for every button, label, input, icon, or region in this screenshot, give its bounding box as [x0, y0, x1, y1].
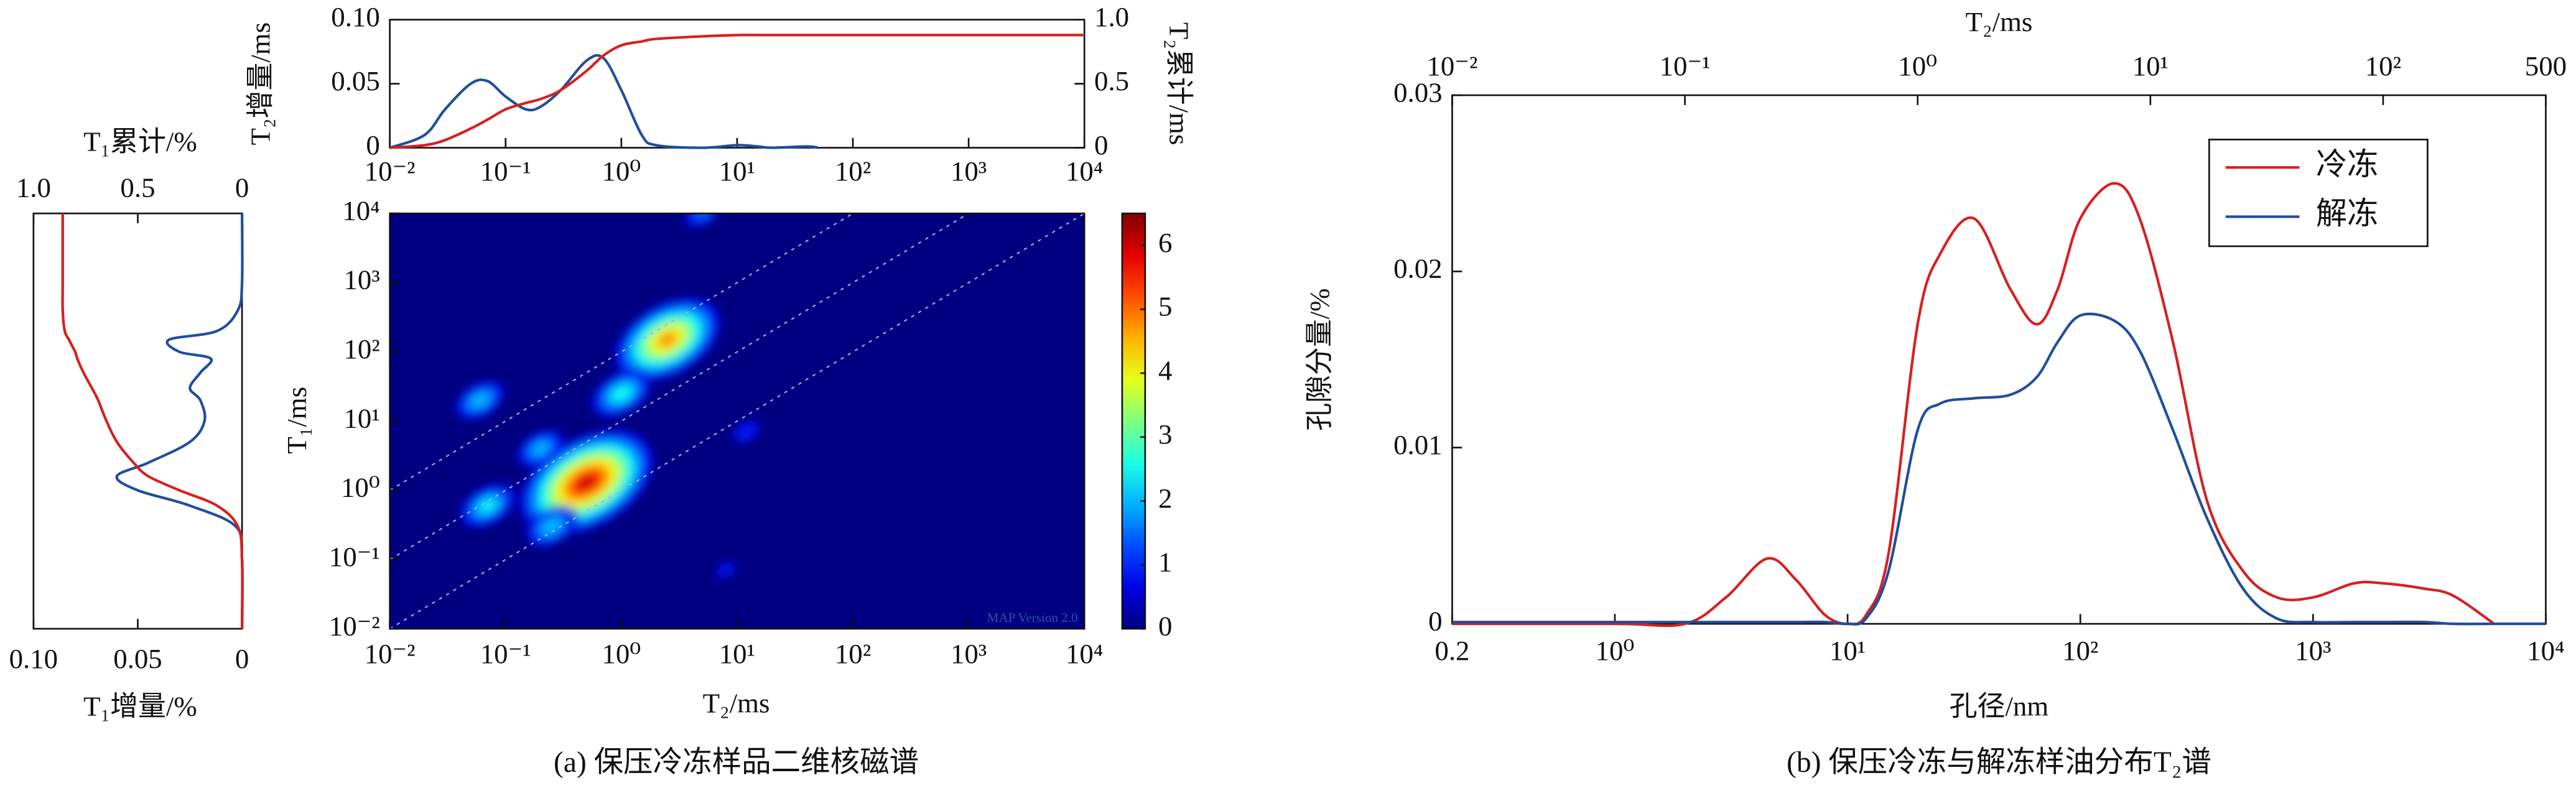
caption: (b) 保压冷冻与解冻样油分布T₂谱: [1787, 746, 2211, 779]
x-tick-label: 10⁻²: [1426, 50, 1477, 81]
heatmap-peak: [737, 424, 756, 440]
x-tick-label: 1.0: [16, 172, 51, 203]
colorbar-label: 4: [1158, 355, 1172, 386]
x-tick-label: 0.2: [1434, 635, 1469, 666]
colorbar: [1121, 212, 1146, 630]
x-tick-label: 0.10: [9, 643, 58, 674]
heatmap-peak: [532, 442, 549, 456]
x-tick-label: 10²: [2365, 50, 2401, 81]
y2-label: T₂累计/ms: [1164, 22, 1195, 146]
heatmap-peak: [611, 386, 631, 401]
x-tick-label: 0: [235, 172, 249, 203]
colorbar-label: 3: [1158, 419, 1172, 450]
plot-frame: [1451, 94, 2547, 625]
watermark: MAP Version 2.0: [987, 610, 1078, 625]
colorbar-label: 6: [1158, 227, 1172, 258]
colorbar-label: 0: [1158, 610, 1172, 641]
caption: (a) 保压冷冻样品二维核磁谱: [554, 746, 919, 779]
x-tick-label: 10¹: [2132, 50, 2169, 81]
plot-frame: [32, 212, 243, 630]
x-label: 孔径/nm: [1950, 691, 2049, 722]
y-tick-label: 10²: [343, 333, 379, 364]
x-tick-label: 10³: [951, 638, 987, 669]
x-label: T₁增量/%: [83, 691, 197, 722]
x-tick-label: 10⁴: [2527, 635, 2565, 666]
y-label: T₁/ms: [281, 387, 312, 454]
y-tick-label: 0.03: [1393, 76, 1443, 108]
y-tick-label: 0.01: [1393, 429, 1443, 460]
y-tick-label: 10⁻¹: [329, 541, 380, 572]
y-tick-label: 0.5: [1094, 65, 1129, 96]
plot-frame: [389, 19, 1086, 149]
heatmap-peak: [689, 213, 715, 224]
series-line: [61, 213, 244, 629]
y-tick-label: 0.10: [331, 1, 380, 32]
x-tick-label: 10⁻²: [365, 638, 416, 669]
y-tick-label: 0.02: [1393, 253, 1443, 284]
y-tick-label: 10³: [343, 264, 379, 295]
y-label: T₂增量/ms: [245, 22, 276, 146]
diagonal-guide: [389, 213, 1085, 629]
y-tick-label: 1.0: [1094, 1, 1129, 32]
x-tick-label: 10¹: [1830, 635, 1866, 666]
heatmap-blobs: [454, 213, 761, 580]
legend-label: 冷冻: [2316, 147, 2378, 182]
x-tick-label: 10⁰: [602, 638, 641, 669]
x-tick-label: 10⁴: [1066, 638, 1104, 669]
x-label: T₂/ms: [703, 687, 770, 718]
series-line: [389, 53, 819, 149]
x-tick-label: 0.05: [113, 643, 162, 674]
y-tick-label: 10¹: [343, 402, 379, 433]
x-tick-label: 0.5: [120, 172, 155, 203]
y-tick-label: 0: [366, 129, 379, 160]
legend-label: 解冻: [2316, 196, 2378, 231]
x-tick-label: 10⁻¹: [480, 155, 531, 187]
x-tick-label: 500: [2525, 50, 2567, 81]
x-tick-label: 10⁰: [602, 155, 641, 187]
y-label: 孔隙分量/%: [1304, 288, 1335, 430]
heatmap-peak: [470, 392, 490, 408]
x-tick-label: 0: [235, 643, 249, 674]
y-tick-label: 10⁻²: [329, 610, 380, 641]
y-tick-label: 0.05: [331, 65, 380, 96]
x-tick-label: 10²: [2062, 635, 2098, 666]
heatmap-peak: [541, 518, 562, 535]
heatmap-peak: [695, 213, 710, 220]
heatmap: [389, 213, 1085, 629]
x2-label: T₁累计/%: [83, 126, 197, 157]
x-tick-label: 10³: [2295, 635, 2331, 666]
x-tick-label: 10¹: [719, 638, 755, 669]
x-tick-label: 10⁻¹: [480, 638, 531, 669]
heatmap-peak: [719, 565, 733, 575]
x-tick-label: 10³: [951, 155, 987, 187]
series-line: [1452, 312, 2546, 626]
legend-box: [2208, 139, 2429, 248]
y-tick-label: 0: [1428, 605, 1442, 636]
x-tick-label: 10⁰: [1898, 50, 1937, 81]
colorbar-label: 2: [1158, 483, 1172, 514]
x-tick-label: 10⁻²: [365, 155, 416, 187]
series-line: [115, 213, 244, 629]
x-tick-label: 10²: [835, 638, 871, 669]
heatmap-peak: [661, 335, 674, 345]
x-tick-label: 10⁴: [1066, 155, 1104, 187]
x-tick-label: 10⁰: [1596, 635, 1635, 666]
heatmap-peak: [577, 475, 597, 490]
colorbar-label: 1: [1158, 547, 1172, 578]
series-line: [389, 34, 1085, 149]
y-tick-label: 0: [1094, 129, 1108, 160]
x-tick-label: 10¹: [719, 155, 755, 187]
x2-label: T₂/ms: [1966, 6, 2033, 37]
series-line: [1452, 182, 2495, 628]
diagonal-guide: [389, 213, 855, 491]
y-tick-label: 10⁰: [341, 472, 380, 503]
colorbar-label: 5: [1158, 291, 1172, 322]
x-tick-label: 10⁻¹: [1660, 50, 1711, 81]
x-tick-label: 10²: [835, 155, 871, 187]
y-tick-label: 10⁴: [342, 195, 380, 226]
